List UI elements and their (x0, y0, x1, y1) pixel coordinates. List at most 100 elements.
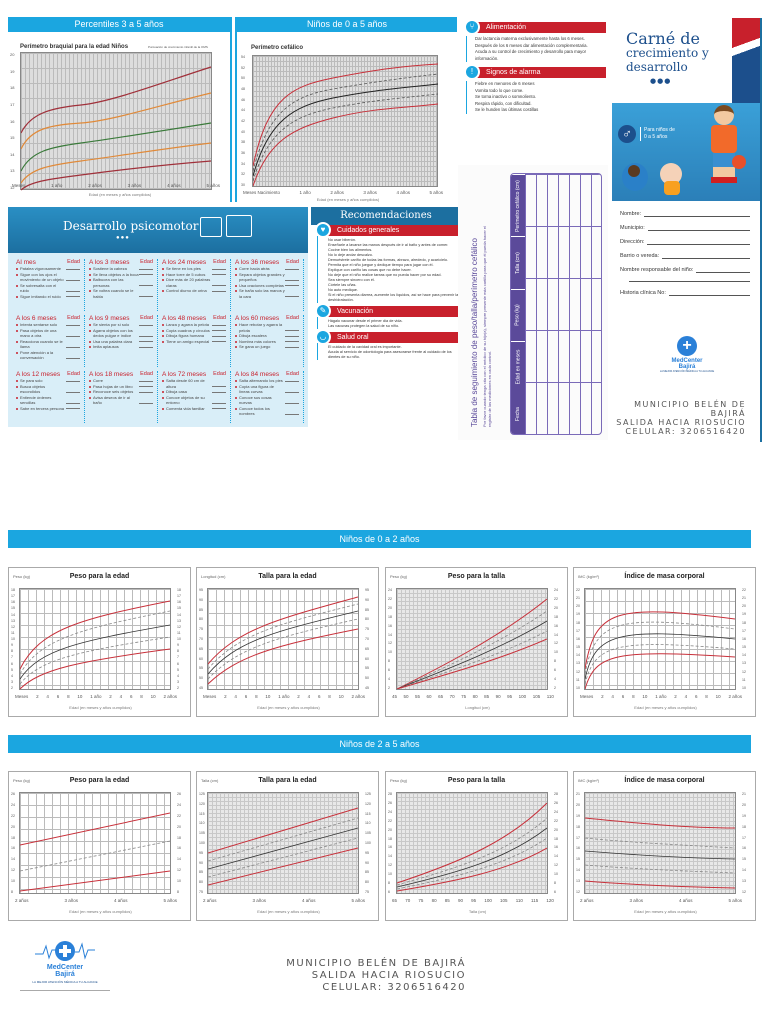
milestone-item: Avisa deseos de ir al baño (89, 395, 153, 406)
milestone-section: A los 60 meses Edad Hace rebotar y agarra … (231, 315, 304, 367)
cover-illustration: ♂ Para niños de 0 a 5 años (612, 103, 760, 201)
age-entry-line[interactable] (285, 322, 299, 331)
name-field[interactable]: Nombre: (620, 211, 750, 217)
age-entry-line[interactable] (212, 395, 226, 404)
milestone-item: Salta desde 60 cm de altura (162, 378, 226, 389)
guardian-field-cont[interactable] (620, 281, 750, 282)
age-entry-line[interactable] (285, 288, 299, 297)
age-entry-line[interactable] (285, 384, 299, 393)
milestone-item: Agarra objetos con los dedos pulgar e ín… (89, 328, 153, 339)
footer-logo: MedCenter Bajirá LA MEJOR ATENCIÓN MÉDIC… (20, 940, 110, 991)
age-entry-line[interactable] (285, 339, 299, 342)
neighborhood-field[interactable]: Barrio o vereda: (620, 253, 750, 259)
age-entry-line[interactable] (139, 395, 153, 404)
age-entry-line[interactable] (139, 272, 153, 275)
age-entry-line[interactable] (212, 406, 226, 409)
age-entry-line[interactable] (66, 395, 80, 404)
age-entry-line[interactable] (66, 322, 80, 326)
fork-knife-icon: ⑂ (464, 19, 480, 35)
age-entry-line[interactable] (139, 277, 153, 286)
age-entry-line[interactable] (285, 406, 299, 415)
age-entry-line[interactable] (66, 339, 80, 348)
milestone-item: Pone atención a la conversación (16, 350, 80, 361)
chart-plot (19, 792, 171, 894)
arm-chart-title: Perímetro braquial para la edad Niños (20, 44, 129, 50)
tracking-table-cells[interactable] (525, 174, 601, 434)
age-entry-line[interactable] (66, 384, 80, 393)
age-entry-line[interactable] (139, 389, 153, 393)
milestone-item: Se gana un juego (235, 344, 299, 350)
age-entry-line[interactable] (66, 272, 80, 281)
care-item: Explique con cariño las cosas que no deb… (328, 268, 412, 272)
tracking-table-panel: Tabla de seguimiento de peso/talla/perím… (458, 165, 608, 440)
growth-chart-3: Peso (kg) Peso para la talla 24 22 20 18 16 14 1… (385, 567, 568, 717)
psychomotor-panel: Desarrollo psicomotor ●●● Al mes Edad Pata… (8, 207, 308, 427)
guardian-field[interactable]: Nombre responsable del niño: (620, 267, 750, 273)
chart-plot (207, 588, 359, 690)
medical-record-field[interactable]: Historia clínica No: (620, 290, 750, 296)
male-gender-icon: ♂ (618, 125, 636, 143)
address-field[interactable]: Dirección: (620, 239, 750, 245)
age-entry-line[interactable] (139, 266, 153, 270)
chart-title: Peso para la talla (447, 777, 506, 784)
age-entry-line[interactable] (212, 272, 226, 275)
age-entry-line[interactable] (139, 378, 153, 382)
chart-ylabel: Longitud (cm) (201, 574, 226, 579)
milestone-item: Sigue imitando el ruido (16, 294, 80, 300)
chart-title: Peso para la talla (447, 573, 506, 580)
arm-chart-plot (20, 52, 212, 191)
milestone-item: Dibuja escalera (235, 333, 299, 339)
age-entry-line[interactable] (285, 272, 299, 281)
chart-xaxis: 2 años 3 años 4 años 5 años (203, 898, 365, 903)
age-entry-line[interactable] (139, 328, 153, 337)
municipality-field[interactable]: Municipio: (620, 225, 750, 231)
age-entry-line[interactable] (212, 288, 226, 292)
milestone-item: Comenta vida familiar (162, 406, 226, 412)
age-entry-line[interactable] (66, 406, 80, 409)
age-entry-line[interactable] (212, 333, 226, 337)
chart-ylabel: IMC (kg/m²) (578, 778, 600, 783)
chart-xaxis: Meses 2 4 6 8 10 1 año 2 4 6 8 10 2 años (580, 694, 742, 699)
alarm-header: ! Signos de alarma (464, 64, 606, 80)
head-circ-header: Niños de 0 a 5 años (237, 17, 457, 32)
age-entry-line[interactable] (66, 350, 80, 359)
age-entry-line[interactable] (66, 328, 80, 337)
age-entry-line[interactable] (285, 344, 299, 348)
age-entry-line[interactable] (212, 378, 226, 387)
arm-chart-xaxis: Meses 1 año 2 años 3 años 4 años 5 años (12, 183, 220, 188)
age-entry-line[interactable] (139, 384, 153, 387)
age-entry-line[interactable] (285, 283, 299, 286)
chart-plot (584, 588, 736, 690)
age-entry-line[interactable] (212, 266, 226, 270)
age-entry-line[interactable] (212, 389, 226, 393)
age-entry-line[interactable] (139, 344, 153, 348)
age-entry-line[interactable] (66, 266, 80, 270)
chart-plot (396, 792, 548, 894)
chart-yaxis-right: 21 20 19 18 17 16 15 14 13 12 (742, 792, 746, 894)
chart-yaxis-right: 26 24 22 20 18 16 14 12 10 8 (177, 792, 181, 894)
age-entry-line[interactable] (66, 283, 80, 292)
age-entry-line[interactable] (139, 339, 153, 342)
age-entry-line[interactable] (139, 288, 153, 297)
age-entry-line[interactable] (212, 322, 226, 326)
age-entry-line[interactable] (66, 378, 80, 382)
growth-chart-3: Peso (kg) Peso para la talla 28 26 24 22 20 18 1… (385, 771, 568, 921)
age-entry-line[interactable] (212, 328, 226, 331)
age-entry-line[interactable] (285, 378, 299, 382)
milestone-item: Se tiene en los pies (162, 266, 226, 272)
age-entry-line[interactable] (212, 339, 226, 342)
cover-panel: Carné de crecimiento y desarrollo ●●● ♂ … (612, 18, 762, 442)
milestone-section: A los 3 meses Edad Sostiene la cabeza Se ll… (85, 259, 158, 311)
milestone-item: Se baña solo las manos y la cara (235, 288, 299, 299)
chart-xlabel: Talla (cm) (468, 909, 487, 914)
age-entry-line[interactable] (285, 333, 299, 337)
age-entry-line[interactable] (66, 294, 80, 297)
milestone-item: Tiene un amigo especial (162, 339, 226, 345)
age-entry-line[interactable] (139, 322, 153, 326)
syringe-icon: ✎ (315, 303, 331, 319)
age-entry-line[interactable] (285, 266, 299, 270)
age-entry-line[interactable] (285, 395, 299, 404)
chart-plot (19, 588, 171, 690)
age-entry-line[interactable] (212, 277, 226, 286)
general-care-header: ♥ Cuidados generales (315, 222, 461, 238)
